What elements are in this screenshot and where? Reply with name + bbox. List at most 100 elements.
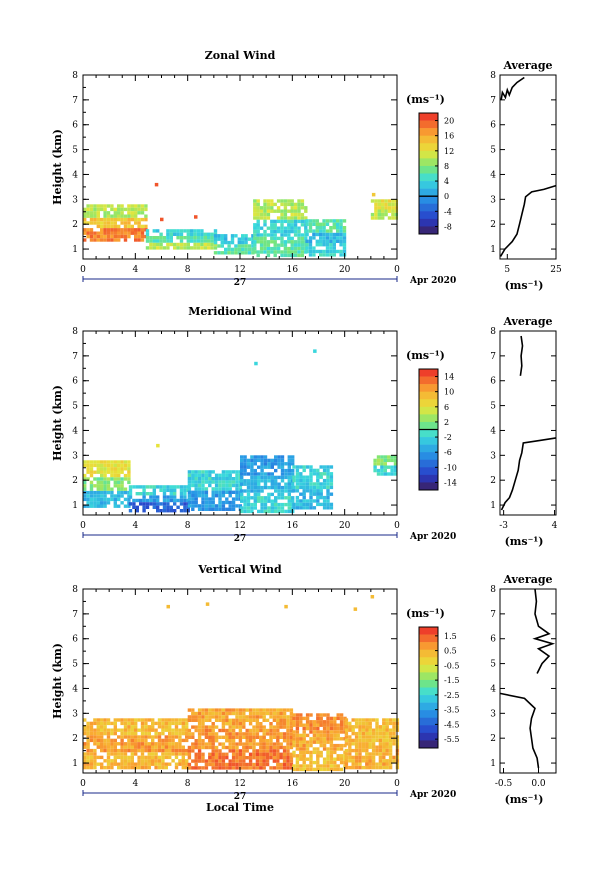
field-cell bbox=[201, 470, 205, 474]
field-cell bbox=[332, 239, 336, 243]
colorbar-segment bbox=[419, 627, 438, 635]
field-cell bbox=[325, 232, 330, 237]
field-cell bbox=[231, 732, 236, 736]
field-cell bbox=[93, 735, 97, 739]
field-cell bbox=[394, 202, 398, 207]
field-cell bbox=[145, 232, 150, 236]
field-cell bbox=[204, 745, 209, 750]
field-cell bbox=[344, 748, 349, 753]
field-cell bbox=[93, 477, 97, 481]
field-cell bbox=[130, 752, 134, 756]
field-cell bbox=[151, 759, 155, 763]
field-cell bbox=[302, 743, 306, 748]
field-cell bbox=[157, 738, 162, 743]
field-cell bbox=[225, 739, 229, 743]
field-cell bbox=[113, 742, 117, 746]
field-cell bbox=[103, 718, 107, 722]
field-cell bbox=[187, 718, 192, 722]
field-cell bbox=[392, 728, 396, 732]
field-cell bbox=[299, 764, 303, 768]
field-cell bbox=[176, 242, 180, 247]
field-cell bbox=[244, 247, 248, 252]
field-cell bbox=[127, 460, 131, 464]
field-cell bbox=[103, 504, 107, 508]
field-cell bbox=[154, 728, 158, 732]
field-cell bbox=[218, 749, 222, 753]
field-cell bbox=[316, 723, 320, 727]
field-cell bbox=[83, 731, 87, 736]
field-cell bbox=[96, 504, 100, 508]
field-cell bbox=[144, 217, 148, 222]
field-cell bbox=[253, 485, 257, 490]
field-cell bbox=[276, 752, 280, 756]
field-cell bbox=[276, 739, 280, 743]
field-cell bbox=[319, 229, 323, 233]
field-cell bbox=[235, 762, 239, 767]
field-cell bbox=[130, 742, 134, 746]
field-cell bbox=[295, 495, 300, 500]
field-cell bbox=[214, 745, 219, 750]
field-cell bbox=[140, 207, 145, 212]
field-cell bbox=[283, 219, 288, 224]
field-cell bbox=[197, 490, 202, 494]
field-cell bbox=[123, 765, 128, 770]
field-cell bbox=[344, 742, 349, 746]
average-y-tick-label: 4 bbox=[490, 426, 496, 436]
field-cell bbox=[243, 479, 247, 483]
field-cell bbox=[295, 506, 300, 510]
field-cell bbox=[265, 745, 270, 750]
x-tick-label: 0 bbox=[394, 265, 400, 275]
field-cell bbox=[134, 738, 138, 743]
field-cell bbox=[227, 244, 231, 248]
field-cell bbox=[117, 735, 121, 739]
colorbar-tick-label: -2.5 bbox=[444, 691, 459, 700]
field-cell bbox=[238, 725, 243, 729]
field-cell bbox=[280, 240, 284, 244]
field-cell bbox=[269, 739, 273, 743]
field-cell bbox=[329, 730, 334, 734]
field-cell bbox=[287, 482, 291, 486]
field-cell bbox=[263, 482, 268, 486]
field-cell bbox=[144, 214, 148, 218]
field-cell bbox=[96, 238, 100, 242]
field-cell bbox=[106, 231, 111, 235]
field-cell bbox=[270, 223, 274, 227]
field-cell bbox=[134, 214, 138, 218]
field-cell bbox=[211, 725, 215, 729]
field-cell bbox=[113, 480, 117, 485]
field-cell bbox=[393, 468, 398, 473]
field-cell bbox=[137, 745, 141, 749]
field-cell bbox=[263, 199, 267, 203]
field-cell bbox=[179, 246, 184, 250]
field-cell bbox=[218, 504, 222, 508]
field-cell bbox=[262, 725, 266, 729]
field-cell bbox=[270, 458, 274, 463]
colorbar-segment bbox=[419, 679, 438, 688]
field-cell bbox=[230, 247, 235, 252]
field-cell bbox=[326, 502, 330, 507]
field-cell bbox=[319, 737, 323, 741]
field-cell bbox=[295, 485, 300, 490]
field-cell bbox=[283, 199, 288, 203]
field-cell bbox=[243, 496, 247, 500]
field-cell bbox=[351, 742, 355, 746]
field-cell bbox=[140, 738, 145, 743]
field-cell bbox=[178, 759, 182, 763]
field-cell bbox=[262, 735, 266, 739]
field-cell bbox=[309, 757, 313, 761]
field-cell bbox=[263, 458, 268, 463]
field-cell bbox=[289, 766, 294, 770]
field-cell bbox=[159, 485, 163, 489]
field-cell bbox=[263, 202, 267, 207]
field-cell bbox=[157, 755, 162, 760]
field-cell bbox=[269, 745, 273, 750]
field-cell bbox=[187, 487, 192, 491]
field-cell bbox=[332, 222, 336, 226]
field-cell bbox=[110, 460, 114, 464]
field-cell bbox=[280, 462, 285, 466]
field-cell bbox=[164, 748, 168, 753]
field-cell bbox=[228, 735, 232, 739]
field-cell bbox=[289, 728, 294, 733]
field-cell bbox=[130, 762, 134, 766]
field-cell bbox=[309, 743, 313, 748]
